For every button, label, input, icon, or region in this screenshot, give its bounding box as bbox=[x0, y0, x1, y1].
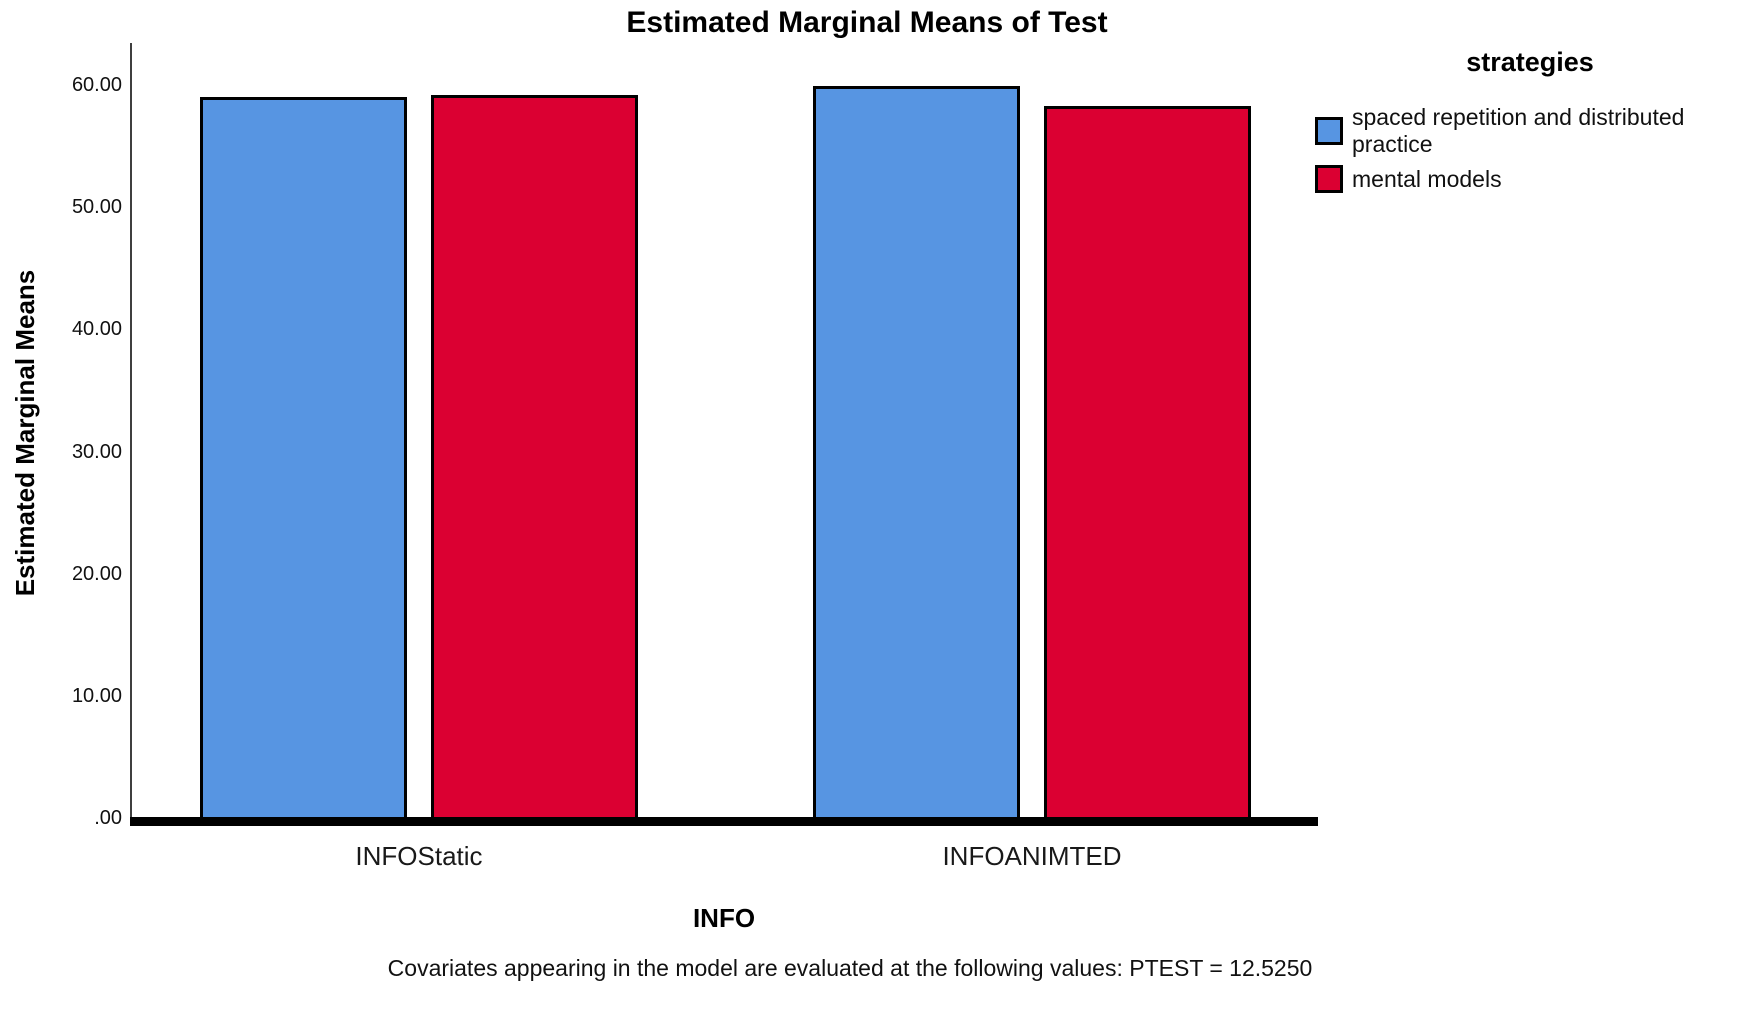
legend-item-label: spaced repetition and distributed practic… bbox=[1352, 104, 1685, 157]
legend-items: spaced repetition and distributed practic… bbox=[1315, 104, 1754, 193]
y-tick-label: 60.00 bbox=[71, 74, 122, 96]
chart-title: Estimated Marginal Means of Test bbox=[626, 6, 1108, 39]
x-axis-line bbox=[130, 817, 1318, 826]
legend-item: spaced repetition and distributed practic… bbox=[1315, 104, 1754, 158]
y-tick-label: 10.00 bbox=[71, 685, 122, 707]
y-tick-label: 30.00 bbox=[71, 441, 122, 463]
legend-item: mental models bbox=[1315, 165, 1754, 193]
x-category-label: INFOStatic bbox=[355, 841, 483, 871]
bar-red-group2 bbox=[1044, 106, 1251, 822]
legend-item-label: mental models bbox=[1352, 165, 1502, 192]
legend: strategies spaced repetition and distrib… bbox=[1310, 47, 1754, 200]
legend-swatch-icon bbox=[1315, 165, 1343, 193]
y-tick-label: 40.00 bbox=[71, 318, 122, 340]
x-category-label: INFOANIMTED bbox=[942, 841, 1122, 871]
bar-blue-group2 bbox=[813, 86, 1020, 822]
y-tick-label: .00 bbox=[94, 807, 122, 829]
legend-swatch-icon bbox=[1315, 117, 1343, 145]
covariates-footnote: Covariates appearing in the model are ev… bbox=[387, 955, 1313, 981]
y-tick-label: 50.00 bbox=[71, 196, 122, 218]
x-axis-title: INFO bbox=[692, 903, 756, 933]
bar-blue-group1 bbox=[200, 97, 407, 822]
y-tick-label: 20.00 bbox=[71, 563, 122, 585]
y-axis-line bbox=[130, 43, 132, 818]
legend-title: strategies bbox=[1466, 47, 1594, 77]
bar-red-group1 bbox=[431, 95, 638, 822]
